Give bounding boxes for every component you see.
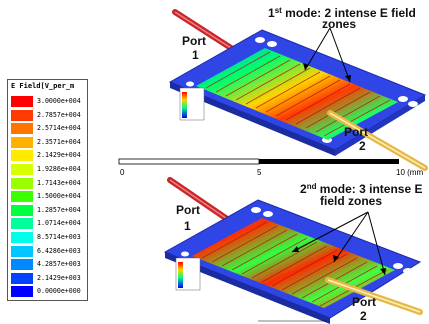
legend-swatch	[11, 136, 33, 148]
legend-swatch	[11, 164, 33, 175]
top-arrow	[329, 27, 351, 83]
bottom-mode-subtitle: field zones	[320, 194, 383, 208]
legend-swatch	[11, 245, 33, 257]
legend-value: 2.1429e+004	[37, 151, 81, 160]
top-mode-number: 1	[268, 6, 275, 20]
field-legend: E Field[V_per_m 3.0000e+004 2.7857e+004 2.…	[7, 79, 88, 301]
top-hole	[267, 41, 277, 47]
top-field-region	[196, 48, 398, 140]
legend-swatch	[11, 123, 33, 135]
legend-entry: 1.0714e+004	[11, 218, 87, 230]
top-hole	[408, 101, 418, 107]
legend-swatch	[11, 191, 33, 203]
legend-entry: 3.0000e+004	[11, 96, 87, 107]
legend-entry: 1.5000e+004	[11, 191, 87, 203]
legend-entry: 2.5714e+004	[11, 123, 87, 135]
bottom-hole	[181, 251, 189, 257]
legend-value: 2.1429e+003	[37, 273, 81, 282]
legend-swatch	[11, 150, 33, 162]
legend-value: 1.5000e+004	[37, 192, 81, 201]
legend-entry: 0.0000e+000	[11, 286, 87, 298]
legend-value: 0.0000e+000	[37, 287, 81, 296]
bottom-mode-ordinal: nd	[306, 182, 317, 191]
top-hole	[398, 96, 408, 102]
bottom-hole	[263, 211, 273, 217]
scale-tick-10: 10 (mm	[396, 168, 423, 177]
top-mode-title: 1st mode: 2 intense E field	[268, 4, 416, 20]
top-mode-text: mode: 2 intense E field	[281, 6, 416, 20]
legend-value: 2.7857e+004	[37, 110, 81, 119]
legend-value: 3.0000e+004	[37, 97, 81, 105]
legend-title: E Field[V_per_m	[11, 82, 75, 90]
legend-entry: 4.2857e+003	[11, 259, 87, 271]
legend-value: 1.9286e+004	[37, 165, 81, 173]
top-mode-ordinal: st	[274, 6, 282, 15]
bottom-arrow	[333, 211, 369, 263]
legend-swatch	[11, 204, 33, 216]
legend-swatch	[11, 218, 33, 230]
legend-swatch	[11, 259, 33, 271]
top-device	[168, 9, 428, 171]
legend-swatch	[11, 272, 33, 284]
legend-entry: 2.7857e+004	[11, 109, 87, 121]
top-port1-number: 1	[192, 48, 199, 62]
legend-swatch	[11, 232, 33, 243]
legend-entry: 8.5714e+003	[11, 232, 87, 243]
legend-entry: 2.1429e+004	[11, 150, 87, 162]
bottom-port2-label: Port	[352, 295, 376, 309]
legend-swatch	[11, 286, 33, 298]
legend-entry: 1.7143e+004	[11, 177, 87, 189]
legend-swatch	[11, 177, 33, 189]
top-arrow	[304, 27, 331, 71]
legend-value: 2.3571e+004	[37, 137, 81, 146]
legend-entry: 2.3571e+004	[11, 136, 87, 148]
bottom-hole	[251, 207, 261, 213]
legend-value: 1.7143e+004	[37, 178, 81, 187]
top-port2-number: 2	[359, 139, 366, 153]
top-port1-label: Port	[182, 34, 206, 48]
bottom-mode-text: mode: 3 intense E	[316, 182, 423, 196]
top-resonator-lines	[205, 51, 391, 137]
legend-entry: 2.1429e+003	[11, 272, 87, 284]
legend-value: 6.4286e+003	[37, 246, 81, 255]
scale-bar: 0 5 10 (mm	[118, 158, 423, 177]
bottom-mode-title: 2nd mode: 3 intense E	[300, 180, 423, 196]
scale-tick-5: 5	[257, 168, 262, 177]
top-hole	[186, 81, 194, 87]
bottom-port1-number: 1	[184, 219, 191, 233]
legend-value: 2.5714e+004	[37, 124, 81, 133]
legend-swatch	[11, 96, 33, 107]
legend-value: 1.0714e+004	[37, 219, 81, 228]
bottom-port1-label: Port	[176, 203, 200, 217]
bottom-device	[163, 177, 423, 324]
legend-value: 1.2857e+004	[37, 205, 81, 214]
bottom-port2-number: 2	[360, 309, 367, 323]
legend-entry: 1.9286e+004	[11, 164, 87, 175]
bottom-hole	[403, 268, 413, 274]
bottom-mode-number: 2	[300, 182, 307, 196]
legend-swatch	[11, 109, 33, 121]
top-mode-subtitle: zones	[322, 17, 357, 31]
top-hole	[255, 37, 265, 43]
legend-value: 4.2857e+003	[37, 260, 81, 269]
top-port2-label: Port	[344, 125, 368, 139]
bottom-arrow	[291, 211, 369, 253]
legend-entry: 1.2857e+004	[11, 204, 87, 216]
scale-tick-0: 0	[120, 168, 125, 177]
legend-value: 8.5714e+003	[37, 233, 81, 241]
bottom-hole	[393, 263, 403, 269]
bottom-arrow	[367, 211, 386, 276]
legend-entry: 6.4286e+003	[11, 245, 87, 257]
